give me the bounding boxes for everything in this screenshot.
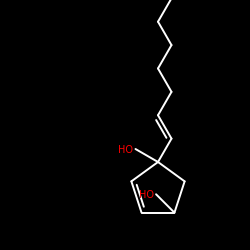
Text: HO: HO	[118, 145, 134, 155]
Text: HO: HO	[139, 190, 154, 200]
